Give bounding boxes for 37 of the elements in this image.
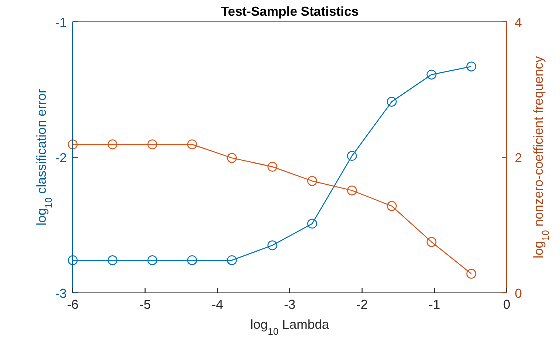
point (187, 140, 198, 150)
y-tick-label: -1 (55, 15, 67, 30)
y2-tick-label: 0 (515, 286, 522, 301)
point (268, 240, 278, 251)
point (227, 255, 238, 266)
point (148, 255, 158, 266)
point (108, 255, 118, 266)
point (307, 176, 318, 186)
point (347, 151, 358, 162)
point (227, 153, 238, 164)
x-tick-label: 0 (503, 297, 511, 312)
point (268, 162, 278, 172)
point (347, 186, 358, 196)
x-tick-label: -5 (140, 297, 152, 312)
chart-title: Test-Sample Statistics (221, 4, 359, 19)
x-tick-label: -3 (284, 297, 296, 312)
x-axis-title: log$_{10}$ Lambda (250, 317, 330, 337)
point (466, 269, 477, 280)
x-tick-label: -1 (428, 297, 440, 312)
x-tick-label: -4 (212, 297, 224, 312)
point (386, 96, 397, 107)
x-tick-label: -6 (67, 297, 79, 312)
point (466, 62, 477, 72)
y-tick-label: -3 (55, 286, 67, 301)
point (148, 140, 158, 150)
point (426, 237, 437, 248)
point (68, 255, 78, 266)
point (187, 255, 198, 266)
y2-tick-label: 4 (515, 15, 522, 30)
y2-tick-label: 2 (515, 150, 522, 166)
point (386, 201, 397, 212)
x-tick-label: -2 (356, 297, 368, 312)
y-tick-label: -2 (55, 150, 67, 166)
point (68, 140, 78, 150)
point (307, 218, 318, 229)
point (426, 70, 437, 80)
point (108, 140, 118, 150)
